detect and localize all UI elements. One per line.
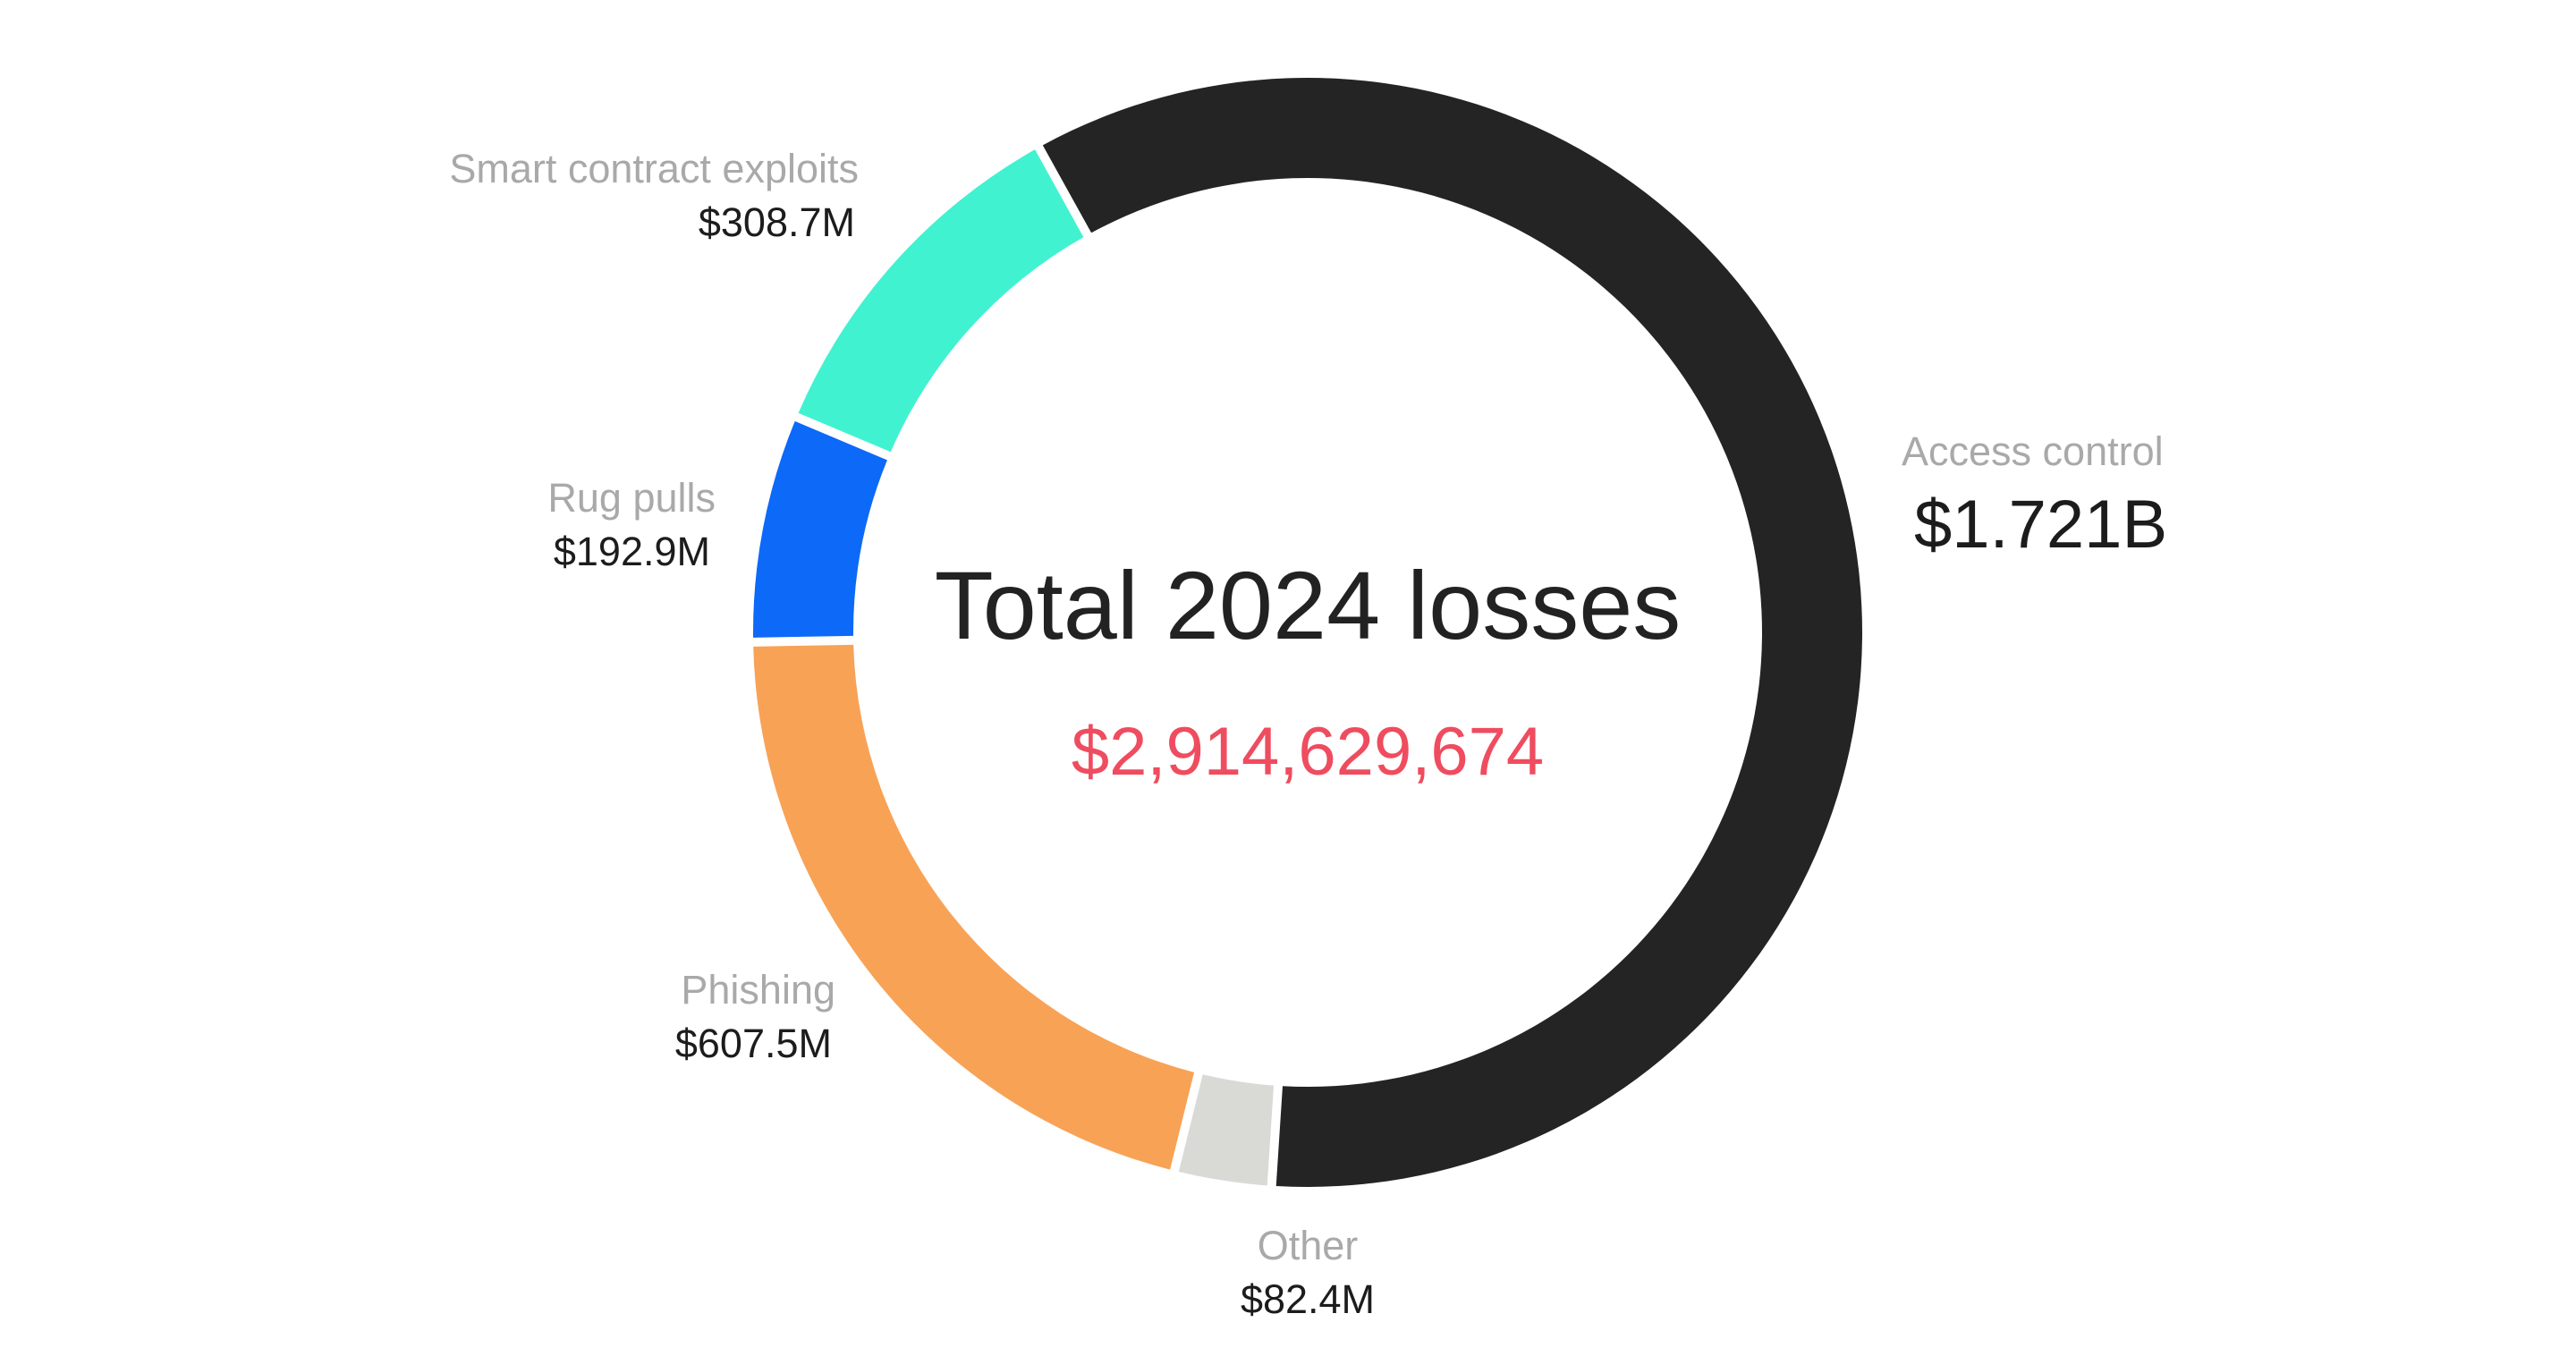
value-other: $82.4M	[1241, 1276, 1375, 1322]
value-phishing: $607.5M	[675, 1021, 832, 1066]
slice-rug-pulls	[753, 420, 887, 638]
label-smart-contract-exploits: Smart contract exploits	[449, 146, 859, 191]
chart-total: $2,914,629,674	[1072, 714, 1544, 790]
donut-slices	[753, 77, 1863, 1188]
slice-access-control	[1042, 77, 1863, 1188]
label-access-control: Access control	[1902, 428, 2164, 474]
label-other: Other	[1258, 1223, 1359, 1268]
value-access-control: $1.721B	[1914, 487, 2167, 563]
value-smart-contract-exploits: $308.7M	[699, 199, 855, 245]
slice-phishing	[753, 644, 1195, 1170]
label-rug-pulls: Rug pulls	[547, 475, 716, 521]
slice-smart-contract-exploits	[798, 149, 1084, 453]
chart-title: Total 2024 losses	[935, 551, 1682, 659]
value-rug-pulls: $192.9M	[554, 529, 710, 574]
label-phishing: Phishing	[681, 967, 835, 1013]
slice-other	[1178, 1074, 1275, 1186]
